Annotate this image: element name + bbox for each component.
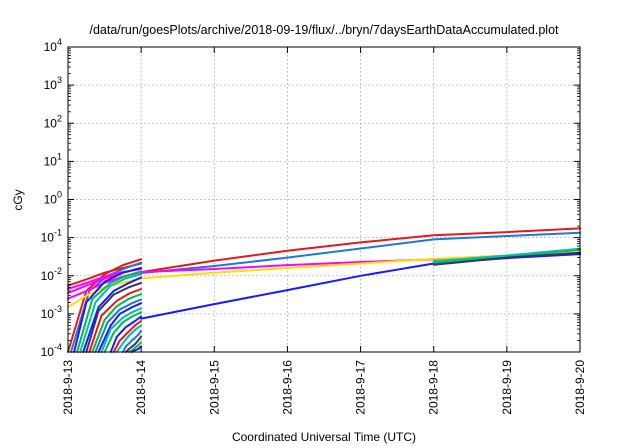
series-line [73, 267, 143, 353]
x-tick-label: 2018-9-19 [500, 360, 514, 415]
series-line [97, 302, 143, 353]
x-tick-label: 2018-9-15 [207, 360, 221, 415]
x-tick-label: 2018-9-18 [427, 360, 441, 415]
y-tick-label: 10-1 [41, 228, 62, 245]
series-line [103, 311, 143, 353]
series-line [128, 341, 143, 353]
series-line [100, 307, 143, 353]
y-tick-label: 100 [44, 190, 62, 207]
series-line [82, 276, 143, 353]
y-axis-label: cGy [11, 189, 25, 210]
series-line [79, 273, 143, 353]
grid-layer [68, 46, 580, 353]
series-line [76, 270, 143, 353]
series-line [91, 293, 143, 353]
y-tick-label: 102 [44, 113, 62, 130]
plot-area [67, 227, 581, 353]
series-line [432, 247, 581, 263]
y-tick-label: 10-2 [41, 266, 62, 283]
y-tick-label: 10-4 [41, 342, 62, 359]
x-tick-label: 2018-9-17 [354, 360, 368, 415]
series-line [88, 288, 143, 353]
y-tick-label: 101 [44, 151, 62, 168]
x-axis-label: Coordinated Universal Time (UTC) [232, 430, 416, 444]
series-line [85, 281, 143, 353]
series-line [109, 315, 143, 353]
chart-title: /data/run/goesPlots/archive/2018-09-19/f… [89, 23, 559, 37]
x-tick-label: 2018-9-16 [280, 360, 294, 415]
series-line [131, 345, 143, 353]
y-axis: 10-4 10-3 10-2 10-1 100 101 102 103 104 [41, 37, 580, 359]
y-tick-label: 103 [44, 75, 62, 92]
series-line [94, 298, 143, 353]
series-line [67, 258, 143, 353]
series-line [432, 251, 581, 266]
series-line [112, 320, 143, 353]
x-axis: 2018-9-13 2018-9-14 2018-9-15 2018-9-16 2018… [61, 47, 587, 415]
series-line [140, 231, 581, 274]
series-line [115, 324, 143, 353]
x-tick-label: 2018-9-14 [134, 360, 148, 415]
series-line [124, 335, 143, 353]
x-tick-label: 2018-9-13 [61, 360, 75, 415]
series-line [121, 329, 143, 353]
series-line [140, 227, 581, 274]
y-tick-label: 104 [44, 37, 62, 54]
x-tick-label: 2018-9-20 [573, 360, 587, 415]
y-tick-label: 10-3 [41, 304, 62, 321]
